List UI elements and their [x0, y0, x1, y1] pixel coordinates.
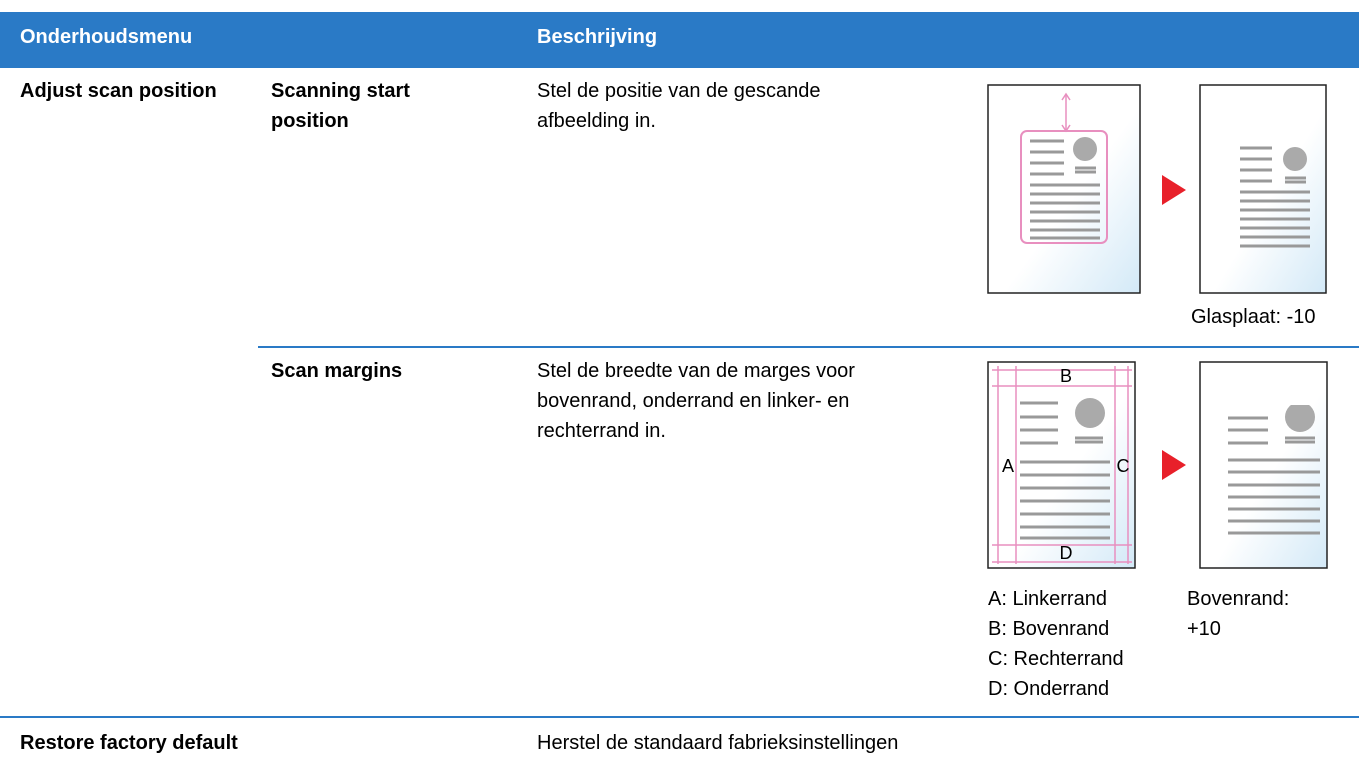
legend-entry: A: Linkerrand	[988, 588, 1107, 610]
arrow	[1162, 450, 1186, 480]
figure-caption: Glasplaat: -10	[1191, 306, 1316, 328]
item-name: Scan margins	[271, 360, 403, 382]
item-description: Stel de positie van de gescande afbeeldi…	[537, 80, 821, 132]
item-name: Scanning start position	[271, 80, 410, 132]
menu-name: Restore factory default	[20, 732, 238, 754]
figure-label: D	[1060, 543, 1073, 563]
figure-label: B	[1060, 366, 1072, 386]
column-header: Beschrijving	[537, 26, 658, 48]
column-header: Onderhoudsmenu	[20, 26, 193, 48]
arrow	[1162, 175, 1186, 205]
table-header: Onderhoudsmenu Beschrijving	[0, 12, 1359, 68]
item-description: Herstel de standaard fabrieksinstellinge…	[537, 732, 899, 754]
legend-entry: C: Rechterrand	[988, 648, 1124, 670]
figure-caption: Bovenrand: +10	[1187, 588, 1290, 640]
figure-margins-before	[987, 361, 1136, 569]
figure-label: A	[1002, 456, 1014, 476]
item-description: Stel de breedte van de marges voor boven…	[537, 360, 855, 442]
figure-start-after	[1199, 84, 1327, 294]
menu-name: Adjust scan position	[20, 80, 217, 102]
figure-margins-after	[1199, 361, 1328, 569]
figure-label: C	[1117, 456, 1130, 476]
row-divider	[258, 346, 1359, 348]
figure-start-before	[987, 84, 1141, 294]
legend-entry: B: Bovenrand	[988, 618, 1110, 640]
row-divider	[0, 716, 1359, 718]
legend-entry: D: Onderrand	[988, 678, 1110, 700]
